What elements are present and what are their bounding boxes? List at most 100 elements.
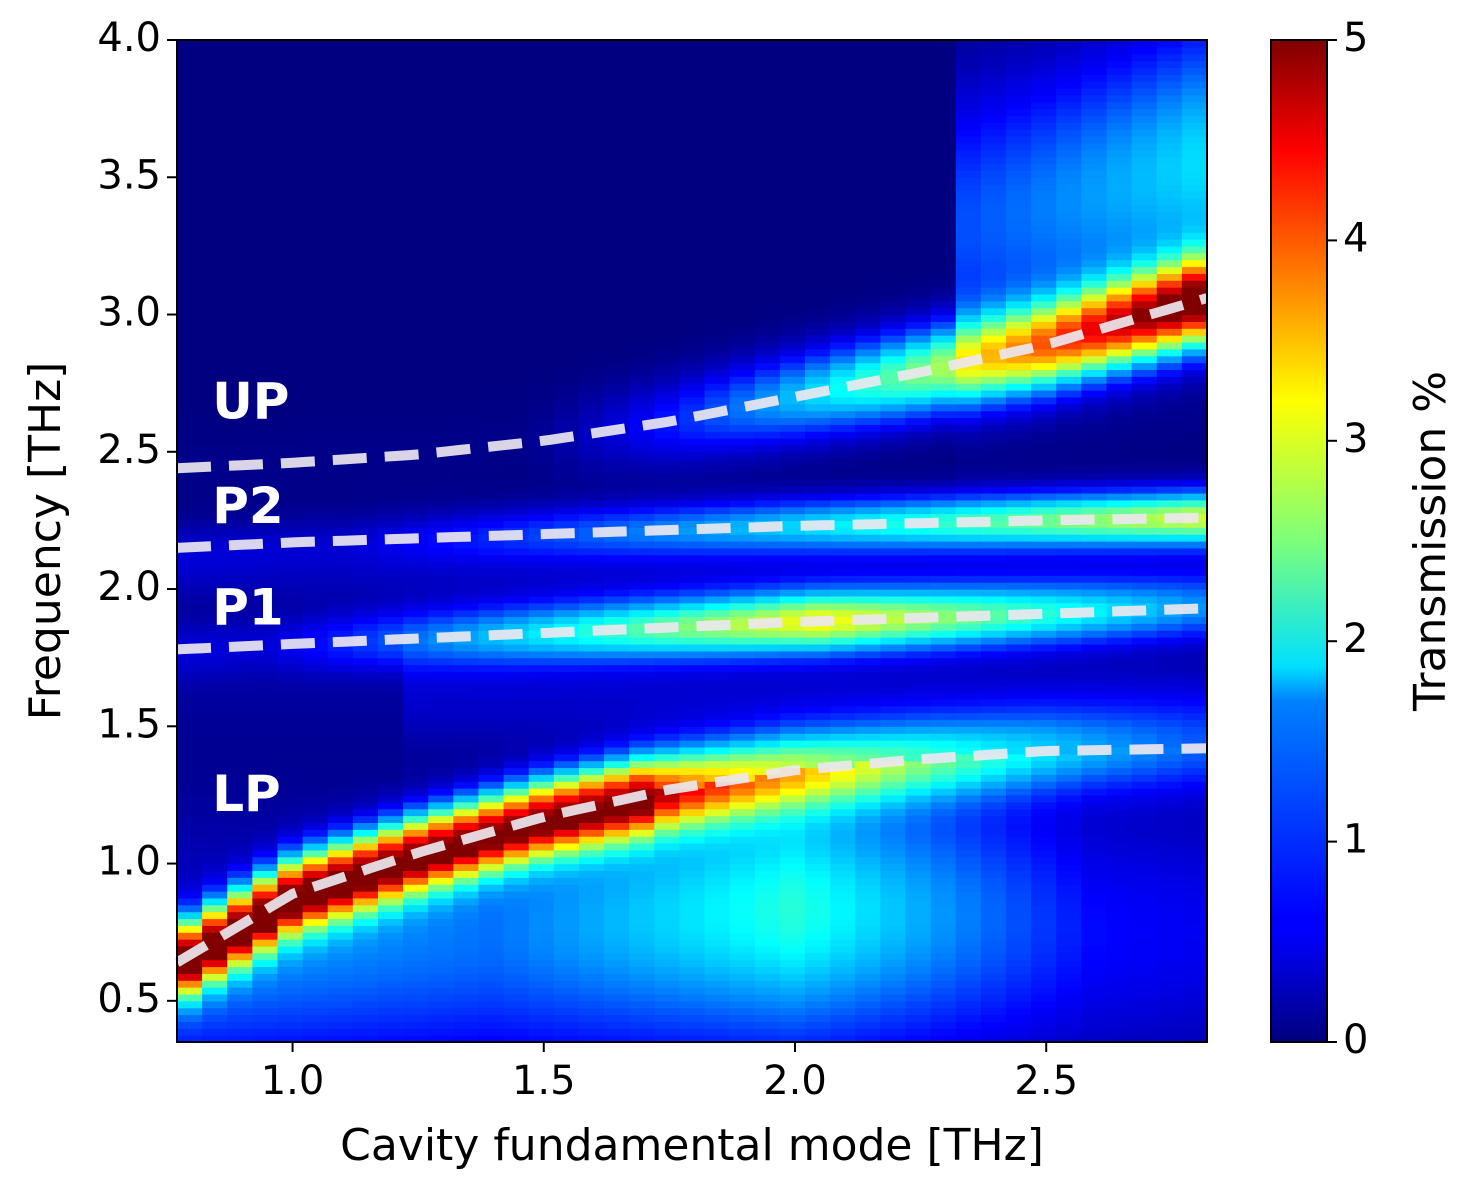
heatmap-cell	[578, 595, 605, 604]
heatmap-cell	[679, 966, 706, 974]
heatmap-cell	[377, 101, 404, 110]
heatmap-cell	[553, 197, 580, 206]
heatmap-cell	[403, 678, 429, 686]
heatmap-cell	[453, 314, 480, 322]
heatmap-cell	[528, 1000, 555, 1009]
heatmap-cell	[377, 149, 404, 158]
heatmap-cell	[227, 300, 253, 309]
heatmap-cell	[604, 1007, 630, 1016]
heatmap-cell	[1006, 239, 1032, 247]
heatmap-cell	[277, 650, 304, 659]
heatmap-cell	[704, 705, 731, 714]
heatmap-cell	[855, 801, 882, 810]
heatmap-cell	[955, 328, 982, 336]
heatmap-cell	[478, 945, 505, 954]
heatmap-cell	[754, 788, 781, 796]
heatmap-cell	[302, 815, 329, 823]
heatmap-cell	[880, 417, 907, 425]
heatmap-cell	[654, 980, 681, 988]
heatmap-cell	[302, 849, 329, 858]
heatmap-cell	[729, 1035, 756, 1043]
heatmap-cell	[403, 842, 429, 851]
heatmap-cell	[779, 884, 806, 892]
heatmap-cell	[227, 637, 253, 645]
heatmap-cell	[754, 40, 781, 48]
heatmap-cell	[503, 712, 530, 721]
heatmap-cell	[654, 115, 681, 123]
heatmap-cell	[578, 410, 605, 419]
heatmap-cell	[654, 396, 681, 405]
heatmap-cell	[604, 904, 630, 913]
heatmap-cell	[679, 1028, 706, 1036]
heatmap-cell	[754, 499, 781, 508]
heatmap-cell	[177, 527, 203, 535]
heatmap-cell	[252, 678, 279, 686]
heatmap-cell	[880, 822, 907, 830]
heatmap-cell	[980, 939, 1007, 947]
heatmap-cell	[478, 664, 505, 672]
heatmap-cell	[352, 760, 379, 769]
heatmap-cell	[704, 671, 731, 679]
heatmap-cell	[779, 314, 806, 322]
heatmap-cell	[553, 918, 580, 926]
heatmap-cell	[227, 877, 253, 885]
heatmap-cell	[905, 945, 932, 954]
heatmap-cell	[930, 383, 957, 391]
heatmap-cell	[453, 424, 480, 432]
heatmap-cell	[905, 891, 932, 899]
heatmap-cell	[428, 273, 454, 281]
heatmap-cell	[704, 698, 731, 707]
heatmap-cell	[654, 362, 681, 371]
heatmap-cell	[880, 499, 907, 508]
heatmap-cell	[754, 252, 781, 261]
heatmap-cell	[553, 1028, 580, 1036]
heatmap-cell	[578, 499, 605, 508]
heatmap-cell	[779, 849, 806, 858]
heatmap-cell	[679, 582, 706, 590]
heatmap-cell	[704, 513, 731, 522]
heatmap-cell	[1031, 904, 1057, 913]
heatmap-cell	[528, 829, 555, 837]
heatmap-cell	[553, 417, 580, 425]
heatmap-cell	[352, 719, 379, 727]
heatmap-cell	[754, 458, 781, 467]
heatmap-cell	[227, 355, 253, 364]
heatmap-cell	[679, 122, 706, 130]
heatmap-cell	[277, 122, 304, 130]
heatmap-cell	[578, 939, 605, 947]
heatmap-cell	[428, 60, 454, 69]
heatmap-cell	[830, 678, 856, 686]
heatmap-cell	[202, 53, 228, 62]
heatmap-cell	[629, 1028, 655, 1036]
heatmap-cell	[880, 239, 907, 247]
heatmap-cell	[553, 506, 580, 515]
heatmap-cell	[553, 328, 580, 336]
heatmap-cell	[604, 438, 630, 446]
heatmap-cell	[377, 527, 404, 535]
heatmap-cell	[679, 60, 706, 69]
heatmap-cell	[654, 88, 681, 96]
heatmap-cell	[704, 753, 731, 762]
heatmap-cell	[629, 623, 655, 631]
heatmap-cell	[503, 788, 530, 796]
heatmap-cell	[905, 842, 932, 851]
heatmap-cell	[930, 726, 957, 734]
heatmap-cell	[604, 122, 630, 130]
heatmap-cell	[352, 499, 379, 508]
heatmap-cell	[177, 472, 203, 480]
heatmap-cell	[1006, 794, 1032, 803]
heatmap-cell	[779, 417, 806, 425]
heatmap-cell	[1006, 149, 1032, 158]
heatmap-cell	[528, 650, 555, 659]
heatmap-cell	[805, 891, 831, 899]
heatmap-cell	[302, 973, 329, 981]
heatmap-cell	[528, 506, 555, 515]
heatmap-cell	[578, 1014, 605, 1023]
heatmap-cell	[478, 939, 505, 947]
heatmap-cell	[403, 108, 429, 117]
heatmap-cell	[955, 300, 982, 309]
heatmap-cell	[377, 67, 404, 75]
heatmap-cell	[478, 486, 505, 494]
heatmap-cell	[553, 94, 580, 103]
heatmap-cell	[604, 1028, 630, 1036]
